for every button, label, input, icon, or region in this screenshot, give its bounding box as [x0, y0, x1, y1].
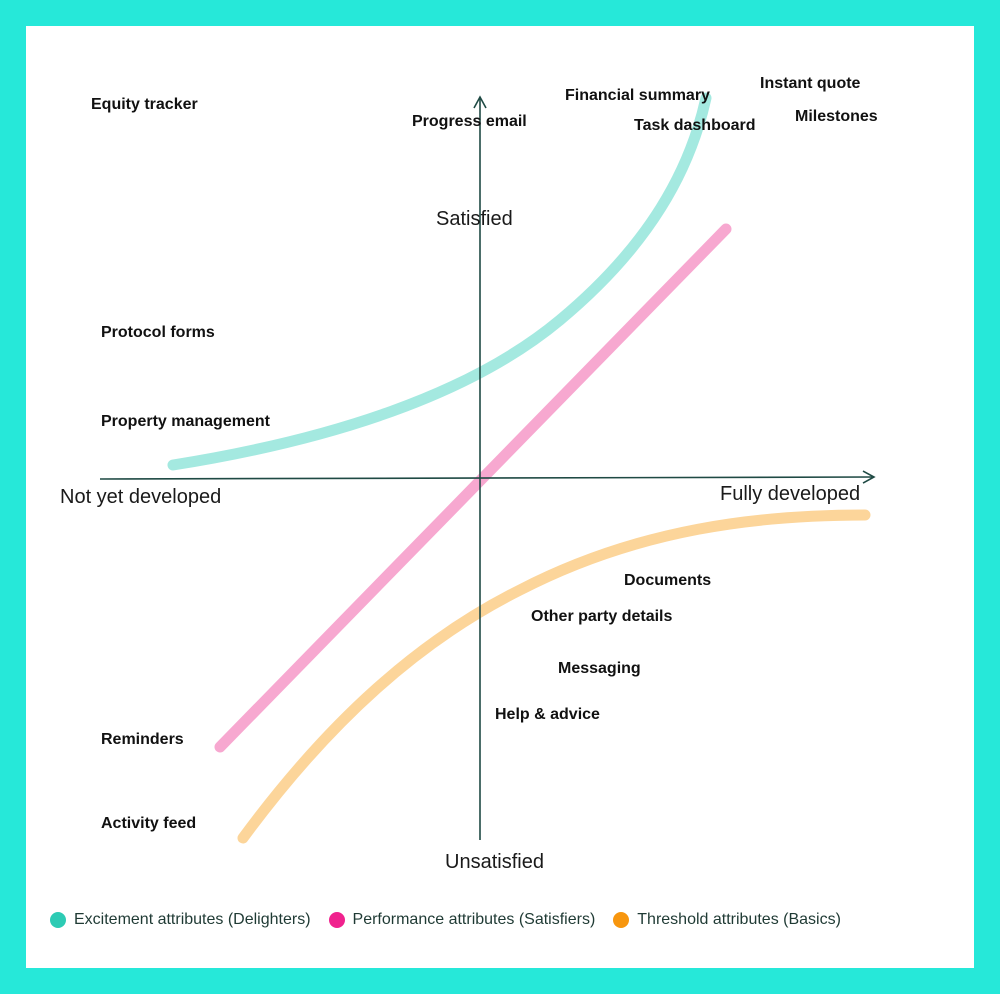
- legend-label: Threshold attributes (Basics): [637, 911, 841, 928]
- feature-progress-email: Progress email: [412, 113, 527, 130]
- axis-label-satisfied: Satisfied: [436, 208, 513, 230]
- feature-reminders: Reminders: [101, 731, 184, 748]
- feature-documents: Documents: [624, 572, 712, 589]
- feature-protocol-forms: Protocol forms: [101, 324, 215, 341]
- axis-label-unsatisfied: Unsatisfied: [443, 850, 546, 874]
- legend-label: Excitement attributes (Delighters): [74, 911, 311, 928]
- feature-messaging: Messaging: [558, 660, 641, 677]
- legend-label: Performance attributes (Satisfiers): [352, 911, 596, 928]
- legend-item-threshold: Threshold attributes (Basics): [613, 911, 841, 929]
- legend-item-excitement: Excitement attributes (Delighters): [50, 911, 311, 929]
- threshold-dot-icon: [613, 912, 630, 928]
- feature-financial-summary: Financial summary: [565, 87, 710, 104]
- excitement-curve: [167, 92, 712, 471]
- feature-activity-feed: Activity feed: [101, 815, 197, 832]
- feature-milestones: Milestones: [795, 108, 878, 125]
- feature-property-management: Property management: [101, 413, 270, 430]
- performance-dot-icon: [328, 912, 345, 928]
- feature-instant-quote: Instant quote: [760, 75, 861, 92]
- axis-label-not-yet-developed: Not yet developed: [60, 485, 222, 509]
- feature-equity-tracker: Equity tracker: [91, 96, 198, 113]
- feature-task-dashboard: Task dashboard: [634, 117, 756, 134]
- legend-item-performance: Performance attributes (Satisfiers): [328, 911, 596, 929]
- performance-curve: [214, 223, 732, 753]
- legend: Excitement attributes (Delighters) Perfo…: [50, 906, 970, 934]
- feature-help-advice: Help & advice: [495, 706, 600, 723]
- threshold-curve: [237, 509, 871, 844]
- feature-other-party-details: Other party details: [531, 608, 673, 625]
- excitement-dot-icon: [50, 912, 66, 928]
- axis-label-fully-developed: Fully developed: [720, 483, 861, 505]
- horizontal-axis: [99, 470, 876, 484]
